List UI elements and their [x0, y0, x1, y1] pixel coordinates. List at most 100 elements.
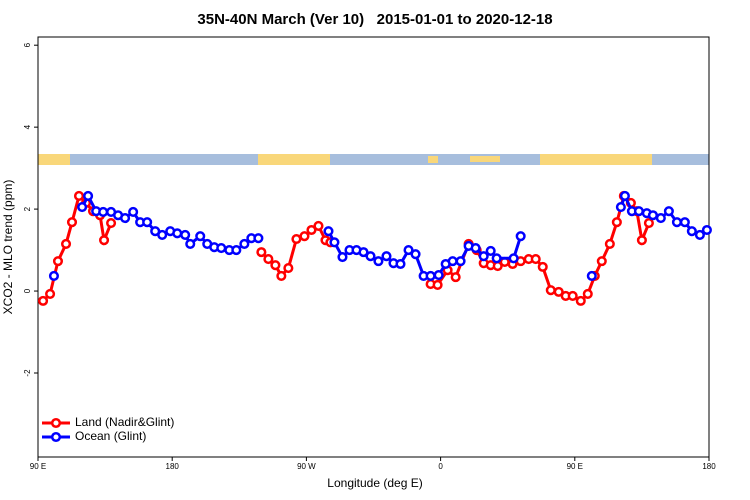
data-point [239, 238, 250, 249]
data-point [432, 279, 443, 290]
data-point [52, 256, 64, 267]
x-tick-label: 90 W [297, 462, 316, 471]
data-point [425, 270, 436, 281]
data-point [73, 190, 85, 202]
land-strip [470, 156, 500, 162]
data-point [615, 201, 626, 213]
data-point [365, 251, 376, 262]
y-tick-label: -2 [23, 369, 32, 377]
y-tick-label: 2 [23, 206, 32, 211]
data-point [253, 233, 264, 244]
chart-title: 35N-40N March (Ver 10) 2015-01-01 to 202… [197, 11, 552, 28]
data-point [299, 231, 310, 242]
data-point [373, 256, 384, 267]
land-strip [428, 156, 438, 163]
data-point [450, 272, 461, 283]
data-point [323, 226, 334, 237]
data-point [83, 190, 94, 202]
x-tick-label: 90 E [30, 462, 46, 471]
legend-label: Ocean (Glint) [75, 429, 146, 443]
data-point [45, 288, 56, 299]
land-strip [258, 154, 330, 165]
data-point [596, 256, 607, 267]
data-point [553, 286, 564, 297]
data-point [485, 245, 496, 256]
land-strip [38, 154, 70, 165]
map-strip [38, 154, 709, 165]
data-point [410, 249, 421, 260]
data-point [180, 229, 191, 240]
data-point [491, 253, 502, 264]
data-point [633, 206, 644, 217]
data-point [545, 285, 556, 296]
data-point [128, 206, 139, 218]
y-tick-label: 0 [23, 288, 32, 293]
data-point [619, 190, 630, 202]
data-point [655, 213, 666, 224]
data-point [142, 217, 153, 228]
y-tick-label: 4 [23, 124, 32, 129]
data-point [611, 217, 622, 228]
data-point [433, 270, 444, 281]
data-point [291, 233, 302, 245]
data-point [38, 295, 49, 306]
data-point [395, 258, 406, 270]
data-point [530, 254, 541, 265]
data-point [48, 270, 60, 281]
data-point [447, 256, 458, 267]
data-point [157, 229, 168, 240]
data-point [99, 235, 110, 246]
data-point [636, 235, 647, 246]
data-point [455, 256, 466, 267]
data-point [231, 245, 242, 256]
data-point [306, 224, 317, 236]
data-point [604, 238, 615, 249]
data-point [671, 217, 682, 228]
data-point [98, 206, 109, 218]
data-point [582, 288, 593, 299]
data-point [60, 238, 72, 249]
data-point [195, 231, 206, 242]
data-point [647, 210, 658, 221]
data-point [66, 217, 78, 228]
data-point [508, 253, 519, 264]
data-point [478, 251, 489, 262]
data-point [663, 206, 674, 217]
data-point [313, 220, 324, 231]
data-point [537, 261, 548, 272]
data-point [106, 217, 117, 229]
data-point [77, 201, 88, 213]
land-strip [540, 154, 652, 165]
data-point [470, 242, 481, 254]
data-point [381, 251, 392, 262]
data-point [256, 247, 267, 258]
data-point [403, 245, 414, 256]
legend-label: Land (Nadir&Glint) [75, 415, 174, 429]
data-point [586, 270, 597, 281]
x-axis-label: Longitude (deg E) [327, 476, 422, 490]
data-point [283, 263, 294, 274]
data-point [515, 231, 526, 242]
x-tick-label: 90 E [567, 462, 583, 471]
data-point [358, 247, 369, 258]
x-tick-label: 180 [702, 462, 716, 471]
data-point [270, 260, 281, 271]
legend-marker [50, 431, 62, 443]
x-tick-label: 180 [166, 462, 180, 471]
data-point [679, 217, 690, 228]
data-point [694, 229, 705, 240]
data-point [172, 228, 183, 239]
y-tick-label: 6 [23, 42, 32, 47]
data-point [263, 254, 274, 265]
data-point [329, 237, 340, 248]
data-point [575, 295, 586, 306]
data-point [701, 224, 712, 236]
data-point [185, 238, 196, 249]
data-point [567, 290, 578, 302]
legend-marker [50, 417, 62, 429]
data-point [120, 213, 131, 224]
data-point [216, 242, 227, 254]
plot-frame [37, 36, 710, 458]
